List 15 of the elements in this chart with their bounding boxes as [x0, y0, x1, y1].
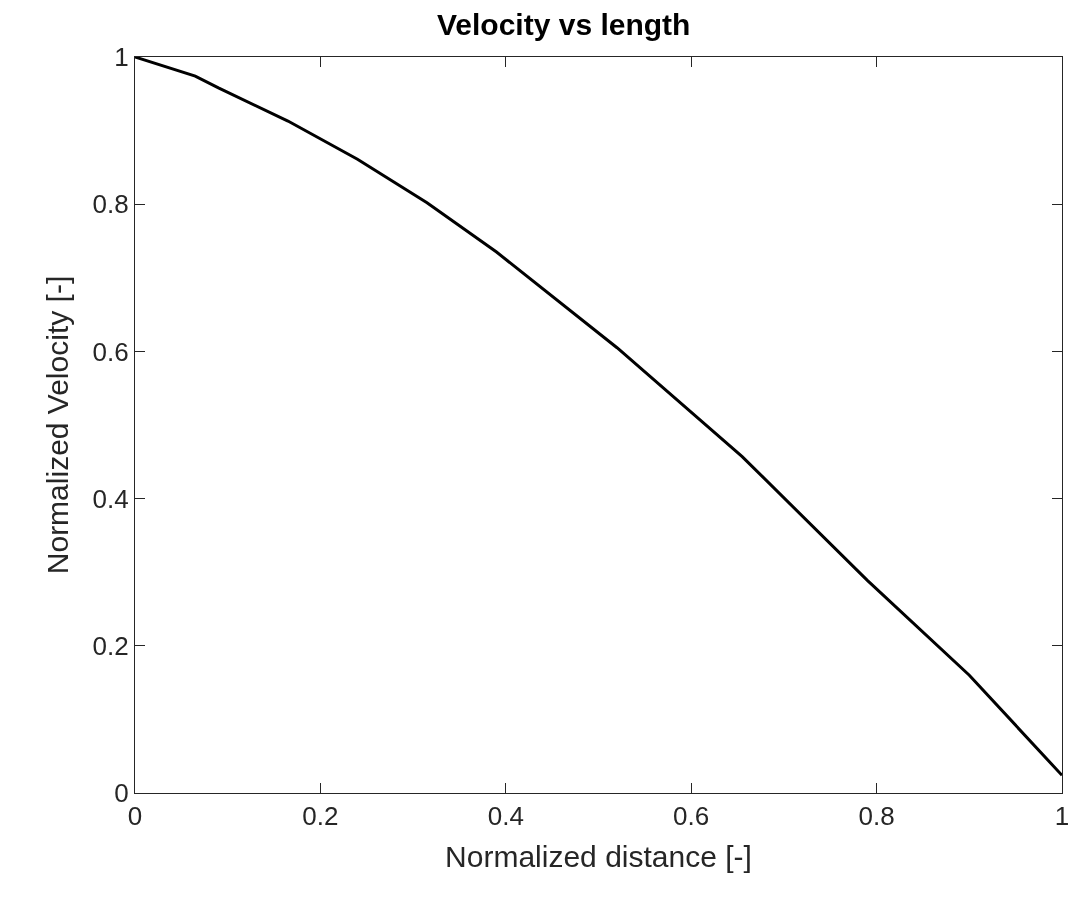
x-tick-label: 0.2	[302, 801, 339, 832]
y-tick-label: 0.4	[92, 483, 129, 514]
x-tick-label: 0.8	[858, 801, 895, 832]
y-axis-title: Normalized Velocity [-]	[40, 275, 74, 575]
y-tick-label: 0.8	[92, 189, 129, 220]
line-series	[135, 57, 1062, 777]
y-tick-label: 0.2	[92, 630, 129, 661]
y-tick-label: 0	[114, 778, 129, 809]
y-tick-label: 0.6	[92, 336, 129, 367]
x-tick-label: 1	[1054, 801, 1070, 832]
x-tick-label: 0.6	[673, 801, 710, 832]
chart-title: Velocity vs length	[436, 7, 691, 41]
x-axis-title: Normalized distance [-]	[445, 839, 752, 873]
y-tick-label: 1	[114, 42, 129, 73]
x-tick-label: 0.4	[487, 801, 524, 832]
